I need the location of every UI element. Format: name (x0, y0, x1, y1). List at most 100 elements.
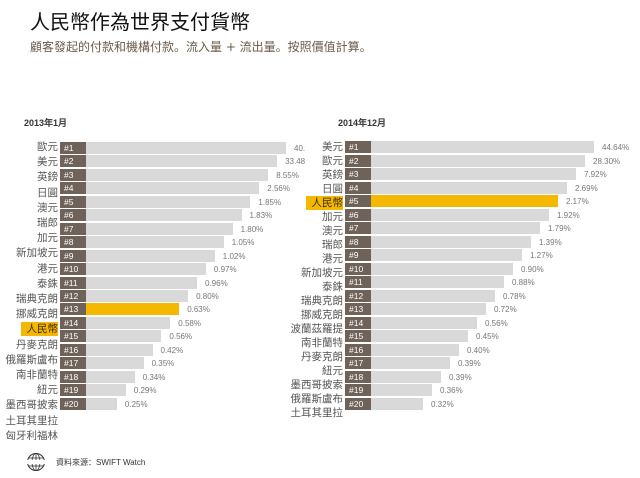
chart-title: 2013年1月 (24, 118, 68, 128)
rank-badge: #6 (345, 208, 371, 221)
category-label: 紐元 (322, 365, 343, 377)
rank-badge: #7 (345, 222, 371, 234)
category-label: 人民幣 (20, 322, 58, 337)
rank-badge: #14 (345, 316, 371, 329)
rank-badge: #7 (60, 222, 86, 235)
value-label: 44.64% (602, 143, 630, 152)
bar (60, 168, 269, 181)
bar (60, 209, 242, 222)
value-label: 2.69% (575, 183, 598, 193)
value-label: 1.27% (530, 251, 553, 260)
category-label: 墨西哥披索 (5, 399, 59, 412)
bar (345, 208, 549, 221)
bar (60, 303, 180, 316)
value-label: 1.05% (231, 238, 255, 248)
bar (345, 195, 558, 207)
rank-badge: #13 (345, 303, 371, 315)
swift-globe-icon (27, 453, 45, 471)
rank-badge: #20 (60, 397, 86, 410)
rank-badge: #12 (60, 289, 86, 302)
bar (60, 249, 215, 262)
rank-badge: #18 (60, 370, 86, 383)
category-label: 挪威克朗 (16, 308, 58, 321)
bar (345, 181, 567, 194)
rank-badge: #11 (345, 276, 371, 288)
category-label: 瑞典克朗 (301, 295, 343, 307)
value-label: 0.29% (133, 386, 157, 396)
rank-badge: #8 (345, 235, 371, 248)
rank-badge: #3 (60, 168, 86, 181)
rank-badge: #1 (345, 141, 371, 153)
bar (60, 222, 233, 235)
category-label: 俄羅斯盧布 (5, 353, 59, 366)
rank-badge: #18 (345, 370, 371, 383)
bar (345, 141, 594, 153)
category-label: 英鎊 (322, 169, 343, 181)
category-label: 紐元 (37, 384, 58, 397)
value-label: 1.02% (222, 251, 246, 261)
category-label: 南非蘭特 (16, 369, 58, 381)
bar (345, 249, 522, 261)
rank-badge: #10 (60, 263, 86, 276)
rank-badge: #15 (60, 330, 86, 343)
value-label: 0.45% (476, 332, 499, 341)
category-label: 瑞郎 (322, 239, 343, 251)
category-label: 人民幣 (305, 196, 343, 210)
value-label: 0.39% (449, 372, 472, 382)
value-label: 0.72% (494, 305, 517, 314)
value-label: 28.30% (593, 156, 621, 166)
category-label: 土耳其里拉 (5, 414, 59, 427)
bar (345, 330, 468, 342)
category-label: 澳元 (37, 201, 58, 214)
category-label: 加元 (322, 211, 343, 223)
value-label: 0.36% (440, 386, 463, 395)
bar (60, 142, 286, 154)
bar (345, 343, 459, 356)
bar (345, 276, 504, 288)
rank-badge: #2 (345, 154, 371, 167)
rank-badge: #16 (60, 343, 86, 356)
category-label: 新加坡元 (16, 247, 58, 260)
bar (60, 155, 278, 168)
value-label: 0.90% (521, 264, 544, 274)
value-label: 1.85% (258, 197, 282, 207)
value-label: 1.83% (249, 211, 273, 221)
value-label: 1.80% (240, 224, 264, 234)
category-label: 港元 (322, 253, 343, 265)
value-label: 1.92% (557, 210, 580, 220)
category-label: 日圓 (322, 183, 343, 195)
rank-badge: #20 (345, 397, 371, 410)
value-label: 0.88% (512, 278, 535, 287)
rank-badge: #11 (60, 276, 86, 289)
rank-badge: #3 (345, 168, 371, 180)
value-label: 8.55% (276, 170, 299, 180)
value-label: 0.39% (458, 359, 481, 368)
page-title: 人民幣作為世界支付貨幣 (30, 10, 250, 34)
rank-badge: #1 (60, 142, 86, 154)
category-label: 波蘭茲羅提 (290, 323, 344, 335)
category-label: 歐元 (37, 141, 58, 153)
bar (345, 222, 540, 234)
category-label: 美元 (322, 141, 343, 153)
rank-badge: #9 (345, 249, 371, 261)
category-label: 美元 (37, 156, 58, 169)
bar (345, 357, 450, 369)
category-label: 匈牙利福林 (5, 429, 59, 440)
rank-badge: #17 (60, 357, 86, 370)
value-label: 33.48% (285, 157, 305, 167)
value-label: 0.42% (160, 345, 184, 355)
chart-2014-12: 2014年12月 美元 #1 44.64% 歐元 #2 28.30% 英鎊 #3 7.92% 日圓… (280, 110, 640, 440)
rank-badge: #4 (60, 182, 86, 195)
bar (60, 236, 224, 249)
bar (345, 235, 531, 248)
category-label: 港元 (37, 262, 58, 275)
category-label: 加元 (37, 232, 58, 245)
value-label: 2.17% (566, 197, 589, 206)
category-label: 南非蘭特 (301, 337, 343, 349)
category-label: 瑞典克朗 (16, 293, 58, 305)
rank-badge: #9 (60, 249, 86, 262)
value-label: 0.34% (142, 372, 166, 382)
rank-badge: #13 (60, 303, 86, 316)
value-label: 0.96% (205, 278, 228, 288)
rank-badge: #19 (60, 384, 86, 397)
